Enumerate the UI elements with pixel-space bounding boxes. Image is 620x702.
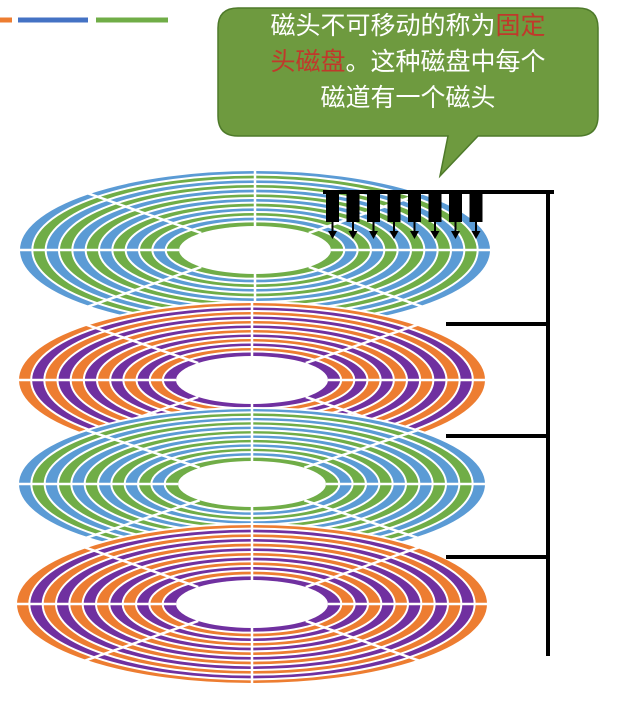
platter-4 <box>15 523 489 685</box>
fixed-head <box>367 194 380 239</box>
sector-line <box>84 619 199 662</box>
sector-line <box>303 499 418 539</box>
sector-line <box>87 192 202 235</box>
fixed-head <box>326 194 339 239</box>
fixed-head <box>428 194 442 239</box>
sector-line <box>87 265 202 308</box>
callout-line-2: 头磁盘。这种磁盘中每个 <box>218 44 598 80</box>
fixed-head <box>449 194 462 239</box>
fixed-head <box>387 194 401 239</box>
sector-line <box>308 192 423 235</box>
fixed-head <box>469 194 483 239</box>
spindle-hole <box>178 461 326 507</box>
spindle-hole <box>176 356 328 404</box>
callout-line-1-prefix: 磁头不可移动的称为 <box>270 11 496 40</box>
fixed-head <box>408 194 421 239</box>
callout-text: 磁头不可移动的称为固定 头磁盘。这种磁盘中每个 磁道有一个磁头 <box>218 8 598 136</box>
sector-line <box>86 499 201 539</box>
platter-3 <box>17 407 487 561</box>
sector-line <box>86 323 199 365</box>
callout-line-3: 磁道有一个磁头 <box>320 83 496 112</box>
sector-line <box>305 323 418 365</box>
sector-line <box>84 546 199 589</box>
fixed-head <box>346 194 360 239</box>
callout-bubble <box>217 7 599 179</box>
sector-line <box>303 429 418 469</box>
sector-line <box>305 619 420 662</box>
sector-line <box>86 429 201 469</box>
decorative-header-lines <box>0 17 168 23</box>
callout-line-2-highlight: 头磁盘 <box>270 47 346 76</box>
spindle-hole <box>176 580 328 628</box>
callout-line-1-highlight: 固定 <box>495 11 546 40</box>
spindle-hole <box>179 226 331 274</box>
callout-line-1: 磁头不可移动的称为固定 <box>218 8 598 44</box>
sector-line <box>305 546 420 589</box>
callout-line-2-suffix: 。这种磁盘中每个 <box>345 47 546 76</box>
sector-line <box>308 265 423 308</box>
